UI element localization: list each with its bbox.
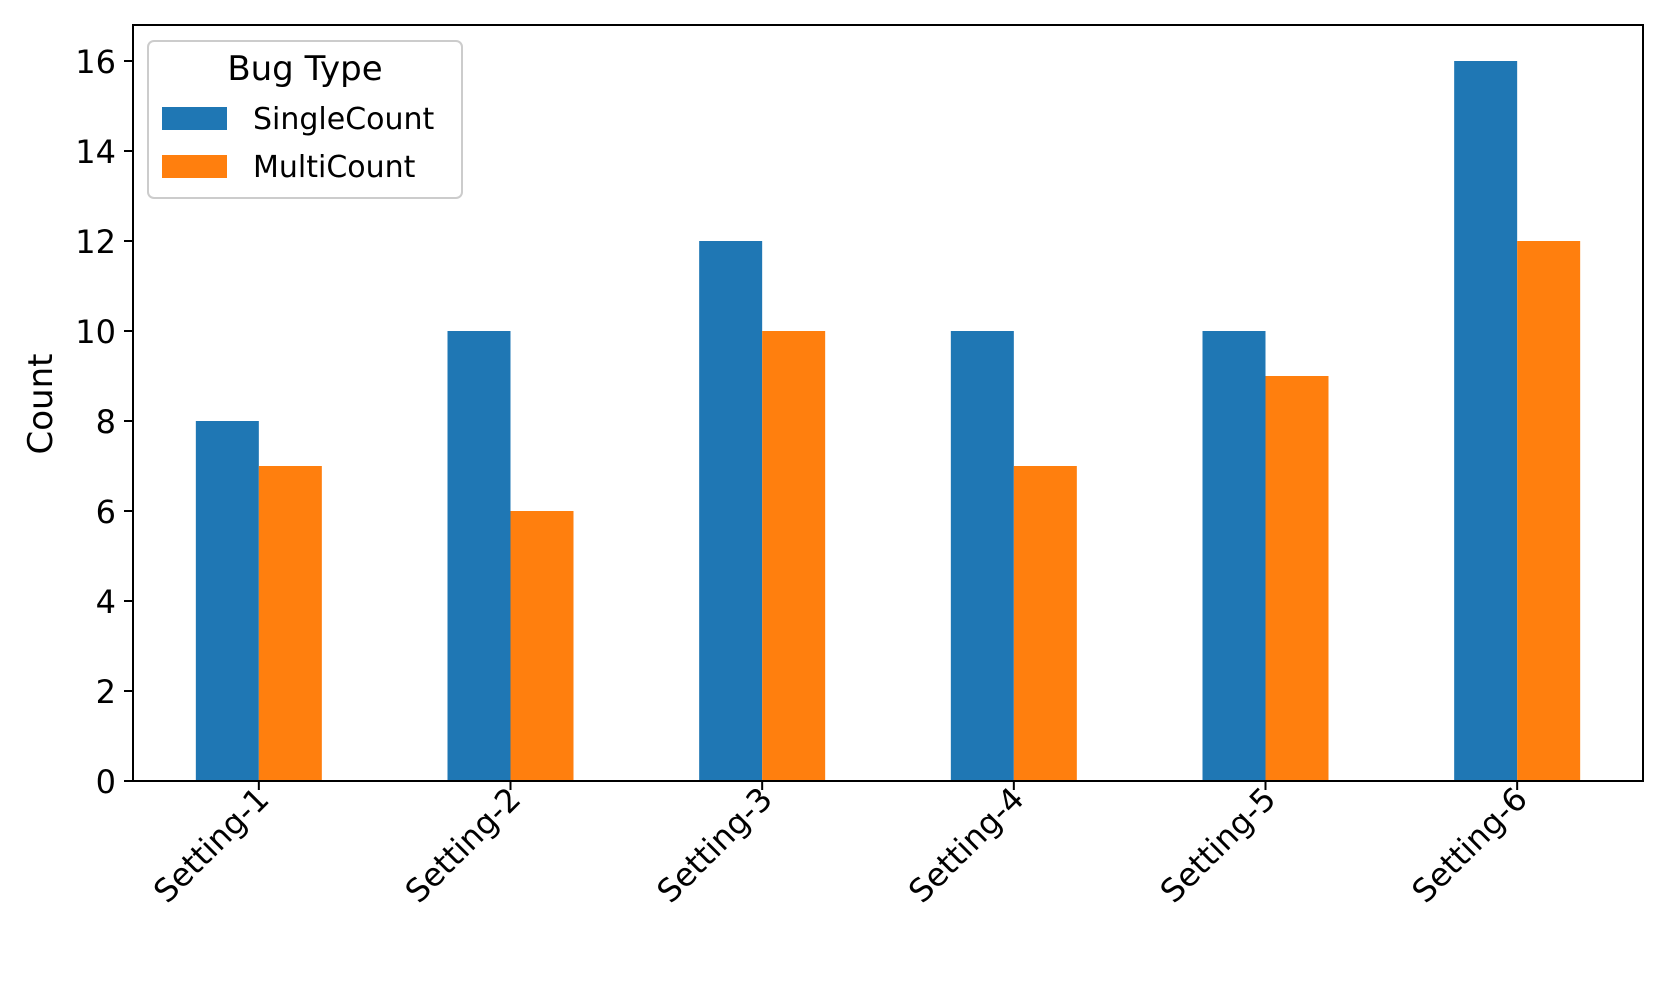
y-tick-label: 4: [96, 583, 116, 621]
bar-singlecount-setting-3: [699, 241, 763, 781]
x-tick-label: Setting-2: [398, 780, 528, 910]
x-tick-label: Setting-3: [649, 780, 779, 910]
y-tick-label: 8: [96, 403, 116, 441]
bar-singlecount-setting-6: [1454, 61, 1518, 781]
y-axis-label: Count: [21, 354, 61, 455]
legend: Bug Type SingleCount MultiCount: [147, 40, 463, 199]
x-tick-label: Setting-4: [901, 780, 1031, 910]
bar-multicount-setting-2: [510, 511, 574, 781]
legend-swatch-multicount: [162, 155, 227, 178]
bars-layer: [195, 61, 1581, 781]
y-tick-label: 12: [75, 223, 116, 261]
bar-singlecount-setting-5: [1202, 331, 1266, 781]
legend-label-multicount: MultiCount: [253, 150, 416, 185]
legend-label-singlecount: SingleCount: [253, 102, 435, 137]
y-tick-label: 16: [75, 43, 116, 81]
y-tick-label: 0: [96, 763, 116, 801]
y-tick-label: 6: [96, 493, 116, 531]
bar-singlecount-setting-1: [195, 421, 259, 781]
bar-singlecount-setting-2: [447, 331, 511, 781]
bar-multicount-setting-6: [1517, 241, 1581, 781]
x-tick-label: Setting-1: [146, 780, 276, 910]
legend-swatch-singlecount: [162, 107, 227, 130]
legend-items: SingleCount MultiCount: [162, 102, 435, 185]
y-tick-label: 2: [96, 673, 116, 711]
y-tick-label: 14: [75, 133, 116, 171]
x-tick-label: Setting-5: [1153, 780, 1283, 910]
bar-multicount-setting-3: [762, 331, 826, 781]
legend-title: Bug Type: [227, 49, 382, 89]
bar-multicount-setting-5: [1265, 376, 1329, 781]
x-tick-label: Setting-6: [1404, 780, 1534, 910]
plot-frame: [132, 24, 1644, 782]
y-tick-label: 10: [75, 313, 116, 351]
bar-singlecount-setting-4: [950, 331, 1014, 781]
bar-multicount-setting-4: [1013, 466, 1077, 781]
bar-multicount-setting-1: [258, 466, 322, 781]
